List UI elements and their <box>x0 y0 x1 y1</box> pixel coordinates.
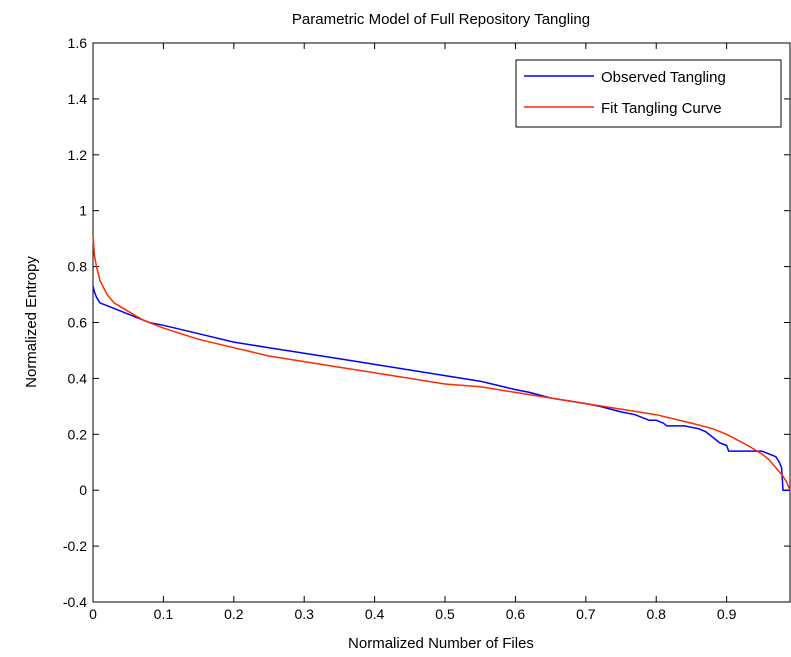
axis-ticks: 0 0.1 0.2 0.3 0.4 0.5 0.6 0.7 0.8 0.9 -0.4 -0.2 0 0.2… <box>63 35 790 622</box>
legend-label-fit: Fit Tangling Curve <box>601 100 722 117</box>
series-line-fit <box>92 235 791 491</box>
plot-area <box>92 42 791 603</box>
x-tick-label: 0.9 <box>717 606 737 622</box>
y-tick-label: -0.2 <box>63 538 87 554</box>
x-tick-label: 0.3 <box>294 606 314 622</box>
x-tick-label: 0.4 <box>365 606 385 622</box>
legend: Observed Tangling Fit Tangling Curve <box>515 59 782 128</box>
y-tick-label: 1.4 <box>68 91 88 107</box>
series-layer <box>92 235 791 491</box>
y-tick-label: 0.2 <box>68 426 88 442</box>
y-tick-label: 0.8 <box>68 259 88 275</box>
x-tick-label: 0.6 <box>506 606 526 622</box>
y-tick-label: -0.4 <box>63 594 87 610</box>
x-tick-label: 0.8 <box>646 606 666 622</box>
x-tick-label: 0.7 <box>576 606 596 622</box>
x-axis-label: Normalized Number of Files <box>348 635 534 652</box>
y-tick-label: 1.2 <box>68 147 88 163</box>
x-tick-label: 0 <box>89 606 97 622</box>
y-tick-label: 1 <box>79 203 87 219</box>
y-axis-label: Normalized Entropy <box>23 256 40 388</box>
y-tick-label: 0 <box>79 482 87 498</box>
x-tick-label: 0.5 <box>435 606 455 622</box>
chart-title: Parametric Model of Full Repository Tang… <box>292 11 590 28</box>
legend-box <box>515 59 782 128</box>
x-tick-label: 0.2 <box>224 606 244 622</box>
legend-label-observed: Observed Tangling <box>601 69 726 86</box>
x-tick-label: 0.1 <box>154 606 174 622</box>
y-tick-label: 0.6 <box>68 315 88 331</box>
y-tick-label: 1.6 <box>68 35 88 51</box>
y-tick-label: 0.4 <box>68 370 88 386</box>
